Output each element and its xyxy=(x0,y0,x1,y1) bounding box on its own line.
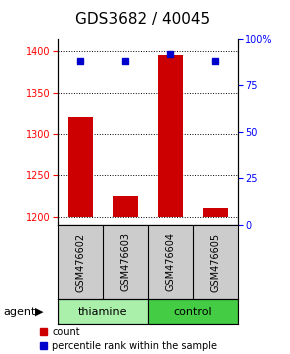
Bar xyxy=(158,56,183,217)
Text: GSM476605: GSM476605 xyxy=(210,232,220,292)
Bar xyxy=(113,196,138,217)
Text: control: control xyxy=(173,307,212,316)
Bar xyxy=(68,118,93,217)
Text: thiamine: thiamine xyxy=(78,307,128,316)
Text: GDS3682 / 40045: GDS3682 / 40045 xyxy=(75,12,210,27)
Bar xyxy=(58,299,148,324)
Legend: count, percentile rank within the sample: count, percentile rank within the sample xyxy=(40,327,217,351)
Text: ▶: ▶ xyxy=(35,307,44,316)
Bar xyxy=(203,208,228,217)
Text: GSM476604: GSM476604 xyxy=(165,233,175,291)
Text: GSM476602: GSM476602 xyxy=(75,232,86,292)
Bar xyxy=(148,299,238,324)
Text: agent: agent xyxy=(3,307,35,316)
Text: GSM476603: GSM476603 xyxy=(120,233,130,291)
